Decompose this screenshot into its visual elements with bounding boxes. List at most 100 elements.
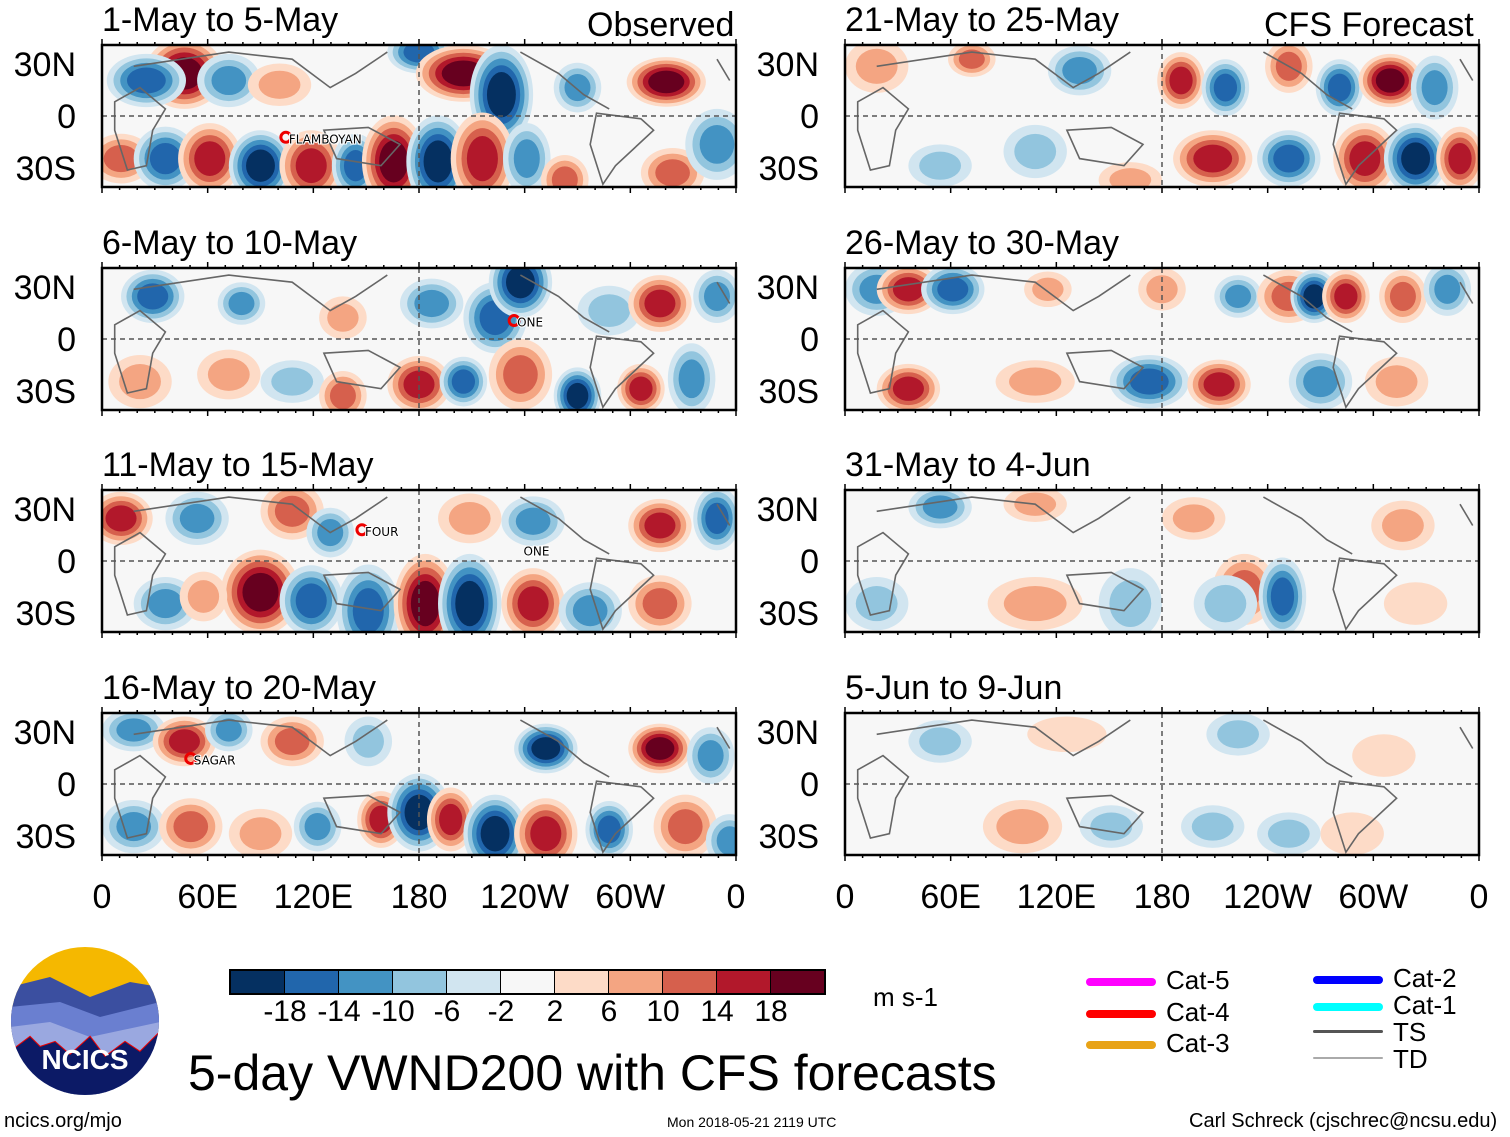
storm-track-icon <box>355 523 369 537</box>
anomaly-contour <box>1003 586 1067 622</box>
panel-title: 5-Jun to 9-Jun <box>845 669 1063 707</box>
anomaly-contour <box>705 502 729 535</box>
units-label: m s-1 <box>873 982 938 1012</box>
lat-label: 0 <box>800 321 819 359</box>
anomaly-contour <box>531 737 561 760</box>
colorbar-swatch <box>717 971 771 993</box>
lat-label: 30S <box>758 150 820 188</box>
anomaly-contour <box>1349 141 1381 176</box>
anomaly-contour <box>448 501 491 535</box>
anomaly-contour <box>116 718 152 742</box>
anomaly-contour <box>1381 509 1424 542</box>
panel-title: 31-May to 4-Jun <box>845 446 1091 484</box>
anomaly-contour <box>242 572 279 612</box>
lat-label: 0 <box>57 98 76 136</box>
anomaly-contour <box>246 149 275 182</box>
anomaly-contour <box>274 727 310 755</box>
map-panel: FOUR ONE <box>100 484 738 638</box>
anomaly-contour <box>703 281 730 311</box>
anomaly-contour <box>149 142 181 175</box>
coastline <box>589 557 655 632</box>
lat-label: 0 <box>57 543 76 581</box>
coastline <box>876 51 1131 89</box>
storm-label: FOUR <box>365 525 398 539</box>
coastline <box>1263 51 1353 110</box>
panel-title: 11-May to 15-May <box>102 446 374 484</box>
coastline <box>1332 112 1398 187</box>
lat-label: 30S <box>15 150 77 188</box>
coastline <box>113 754 167 839</box>
anomaly-contour <box>211 65 247 96</box>
panel-title: 1-May to 5-May <box>102 1 339 39</box>
lon-label: 60E <box>177 878 238 916</box>
lat-label: 30N <box>13 46 76 84</box>
colorbar-label: 18 <box>754 995 788 1028</box>
coastline <box>589 335 655 410</box>
anomaly-contour <box>597 815 621 844</box>
anomaly-contour <box>1303 284 1326 309</box>
anomaly-contour <box>937 277 969 302</box>
colorbar-label: -14 <box>317 995 361 1028</box>
anomaly-contour <box>379 140 409 183</box>
coastline <box>856 754 910 839</box>
anomaly-contour <box>996 809 1049 845</box>
anomaly-contour <box>1062 56 1097 85</box>
lon-label: 180 <box>1133 878 1191 916</box>
lat-label: 0 <box>800 98 819 136</box>
track-legend-swatch <box>1086 1010 1156 1018</box>
footer-url[interactable]: ncics.org/mjo <box>4 1110 122 1132</box>
track-legend-swatch <box>1313 1003 1383 1011</box>
storm-label: ONE <box>523 545 549 559</box>
anomaly-contour <box>855 586 898 622</box>
anomaly-contour <box>1172 504 1215 533</box>
track-legend-label: Cat-5 <box>1166 965 1230 995</box>
anomaly-contour <box>1217 720 1260 749</box>
track-legend-swatch <box>1086 978 1156 986</box>
track-legend-swatch <box>1313 1057 1383 1059</box>
coastline <box>716 281 731 304</box>
map-panel: FLAMBOYAN <box>100 39 738 193</box>
map-panel <box>843 39 1481 193</box>
anomaly-contour <box>667 809 703 845</box>
anomaly-contour <box>1213 73 1238 102</box>
anomaly-contour <box>126 67 166 94</box>
observed-header: Observed <box>587 6 735 44</box>
lat-label: 30N <box>756 46 819 84</box>
track-legend-label: TS <box>1393 1017 1427 1047</box>
anomaly-contour <box>566 382 589 409</box>
track-legend-swatch <box>1086 1041 1156 1049</box>
lon-label: 60W <box>1338 878 1409 916</box>
lon-label: 120W <box>480 878 570 916</box>
anomaly-contour <box>644 512 676 539</box>
anomaly-contour <box>1383 582 1448 625</box>
coastline <box>716 726 731 749</box>
lon-label: 0 <box>726 878 746 916</box>
anomaly-contour <box>1375 68 1405 93</box>
anomaly-contour <box>352 588 384 632</box>
anomaly-contour <box>1204 584 1247 623</box>
lat-label: 0 <box>57 321 76 359</box>
anomaly-contour <box>530 816 562 852</box>
colorbar-label: 6 <box>600 995 618 1028</box>
coastline <box>1332 335 1398 410</box>
anomaly-contour <box>1327 73 1352 102</box>
lon-label: 180 <box>390 878 448 916</box>
anomaly-contour <box>179 503 215 533</box>
coastline <box>322 349 402 390</box>
lat-label: 30S <box>15 818 77 856</box>
lat-label: 30N <box>13 269 76 307</box>
anomaly-contour <box>1169 66 1193 95</box>
coastline <box>716 503 731 526</box>
anomaly-contour <box>103 145 139 173</box>
lat-label: 30N <box>13 714 76 752</box>
coastline <box>1065 126 1145 167</box>
colorbar-swatch <box>609 971 663 993</box>
coastline <box>133 496 388 534</box>
coastline <box>133 719 388 757</box>
figure-title: 5-day VWND200 with CFS forecasts <box>188 1045 997 1101</box>
anomaly-contour <box>137 283 169 310</box>
track-legend-label: Cat-1 <box>1393 990 1457 1020</box>
lon-label: 0 <box>92 878 112 916</box>
panel-title: 26-May to 30-May <box>845 224 1119 262</box>
colorbar-swatch <box>663 971 717 993</box>
